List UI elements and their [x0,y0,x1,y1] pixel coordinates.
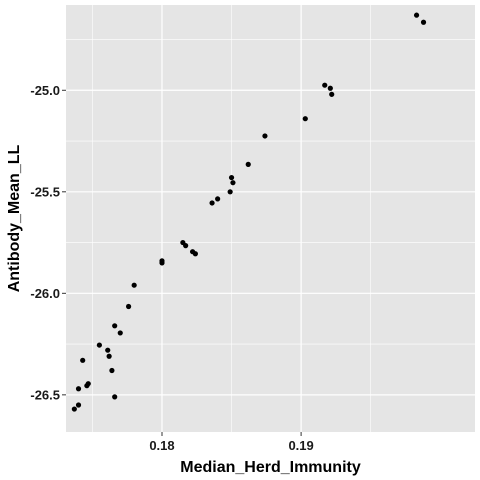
data-point [159,260,165,266]
data-point [75,402,82,408]
data-point [126,303,132,310]
data-point [192,251,198,257]
data-point [106,353,112,359]
data-point [71,406,77,412]
y-tick-label: -25.0 [30,83,60,98]
data-point [105,347,111,353]
y-axis-ticks: -26.5 -26.0 -25.5 -25.0 [30,83,66,402]
data-point [112,323,118,329]
x-tick-label: 0.18 [149,438,174,453]
data-point [131,282,137,288]
data-points [71,12,427,412]
data-point [262,133,268,139]
data-point [75,386,82,392]
plot-panel [66,5,475,432]
x-tick-label: 0.19 [288,438,313,453]
y-tick-label: -26.0 [30,286,60,301]
y-tick-label: -25.5 [30,184,60,199]
x-axis-title: Median_Herd_Immunity [180,459,361,476]
data-point [96,342,102,348]
data-point [112,394,118,400]
data-point [413,12,420,18]
minor-gridlines [66,5,475,432]
data-point [329,91,335,97]
major-gridlines [66,5,475,432]
data-point [183,243,189,249]
data-point [84,383,90,389]
data-point [302,116,308,122]
x-axis-ticks: 0.18 0.19 [149,432,314,453]
data-point [245,161,251,167]
data-point [230,180,236,186]
data-point [117,330,123,336]
data-point [228,174,235,181]
y-axis-title: Antibody_Mean_LL [6,144,23,292]
data-point [215,196,221,202]
data-point [227,189,233,195]
data-point [420,19,427,25]
data-point [327,85,333,91]
data-point [322,82,328,88]
data-point [109,367,115,374]
y-tick-label: -26.5 [30,387,60,402]
data-point [80,357,86,363]
data-point [209,200,215,206]
